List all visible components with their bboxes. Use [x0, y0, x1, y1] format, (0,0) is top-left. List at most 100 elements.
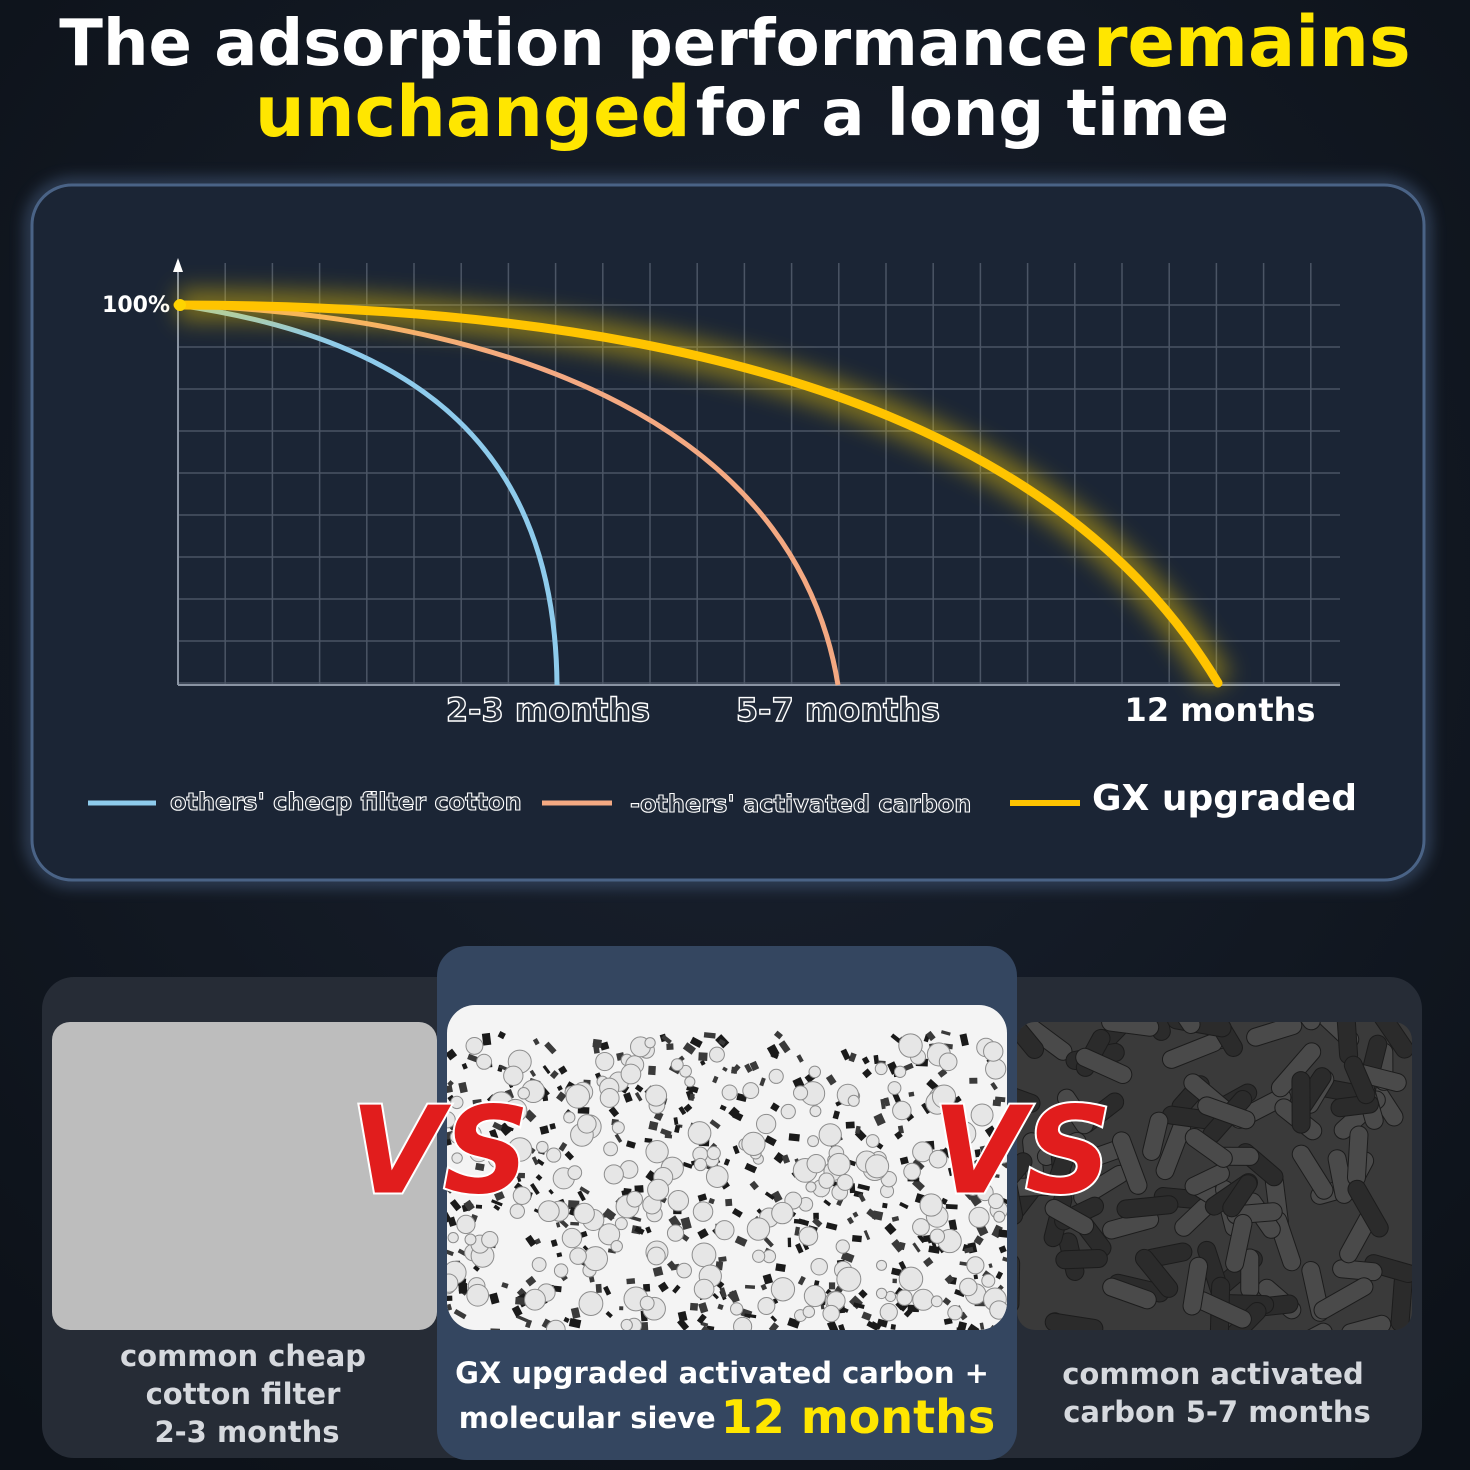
granule: [903, 1062, 914, 1072]
title-text: The adsorption performance: [59, 7, 1088, 81]
granule: [956, 1180, 966, 1193]
sphere: [578, 1291, 604, 1316]
sphere: [835, 1239, 850, 1254]
vs-badge: VS: [932, 1083, 1111, 1222]
granule: [699, 1060, 706, 1066]
sphere: [503, 1098, 528, 1123]
granule: [645, 1226, 652, 1234]
granule: [772, 1297, 779, 1304]
panel-text-line: molecular sieve 12 months: [459, 1390, 995, 1444]
granule: [852, 1211, 859, 1218]
sphere: [827, 1152, 851, 1177]
sphere: [887, 1081, 902, 1095]
granule: [912, 1158, 925, 1170]
sphere: [573, 1202, 595, 1225]
granule: [577, 1190, 586, 1202]
granule: [475, 1162, 485, 1172]
granule: [643, 1283, 651, 1292]
granule: [891, 1215, 900, 1222]
granule: [838, 1323, 846, 1330]
granule: [944, 1274, 955, 1285]
sphere: [810, 1257, 828, 1276]
pellet: [1143, 1022, 1171, 1041]
sphere: [892, 1100, 912, 1121]
granule: [744, 1284, 756, 1289]
pellet: [1313, 1277, 1374, 1320]
sphere: [567, 1165, 583, 1180]
sphere: [545, 1319, 566, 1330]
sphere: [771, 1201, 794, 1225]
granule: [700, 1321, 709, 1327]
granule: [634, 1185, 644, 1193]
sphere: [691, 1242, 717, 1268]
sphere: [481, 1230, 499, 1249]
sphere: [620, 1063, 642, 1085]
granule: [544, 1041, 557, 1055]
granule: [921, 1102, 931, 1115]
granule: [937, 1068, 948, 1078]
sphere: [898, 1033, 923, 1058]
granule: [511, 1305, 523, 1318]
sphere: [595, 1051, 615, 1072]
granule: [992, 1099, 1002, 1107]
pellet: [1017, 1253, 1021, 1314]
sphere: [447, 1232, 459, 1244]
sphere: [919, 1193, 943, 1217]
sphere: [898, 1266, 924, 1292]
granule: [672, 1284, 681, 1294]
legend-label: -others' activated carbon: [630, 790, 971, 818]
granule: [857, 1192, 866, 1203]
granule: [515, 1314, 528, 1323]
sphere: [752, 1249, 766, 1263]
granule: [682, 1161, 693, 1169]
pellet: [1291, 1144, 1334, 1200]
sphere: [693, 1157, 708, 1172]
granule: [605, 1310, 613, 1319]
granule: [493, 1204, 501, 1211]
granule: [882, 1202, 888, 1209]
title-text: for a long time: [696, 77, 1229, 151]
granule: [759, 1077, 766, 1087]
sphere: [599, 1088, 620, 1108]
sphere: [487, 1148, 508, 1169]
granule: [492, 1121, 503, 1131]
sphere: [597, 1223, 621, 1246]
granule: [563, 1316, 570, 1323]
sphere: [714, 1220, 735, 1241]
sphere: [692, 1201, 714, 1222]
pellet: [1182, 1256, 1209, 1316]
pellet: [1116, 1195, 1179, 1219]
granule: [891, 1239, 905, 1253]
granule: [988, 1263, 993, 1269]
x-label: 2-3 months: [446, 691, 650, 729]
pellet: [1197, 1096, 1256, 1130]
sphere: [757, 1297, 776, 1315]
sphere: [645, 1084, 668, 1107]
granule: [718, 1256, 727, 1263]
axis-arrow: [173, 258, 183, 272]
granule: [472, 1099, 483, 1111]
granule: [447, 1249, 454, 1257]
granule: [712, 1075, 719, 1084]
sphere: [802, 1305, 816, 1319]
pellet: [1347, 1179, 1389, 1238]
sphere: [938, 1052, 958, 1072]
granule: [894, 1130, 903, 1140]
granule: [490, 1328, 501, 1330]
sphere: [768, 1068, 784, 1084]
granule: [458, 1282, 468, 1294]
chart-card: [30, 183, 1426, 882]
pellet: [1017, 1175, 1024, 1226]
granule: [840, 1048, 851, 1061]
sphere: [611, 1121, 625, 1135]
granule: [697, 1193, 708, 1202]
sphere: [644, 1037, 656, 1049]
granule: [673, 1117, 679, 1126]
sphere: [449, 1130, 464, 1144]
sphere: [756, 1113, 777, 1135]
title-highlight: remains: [1093, 1, 1411, 83]
granule: [634, 1091, 643, 1102]
x-label: 12 months: [1125, 691, 1316, 729]
